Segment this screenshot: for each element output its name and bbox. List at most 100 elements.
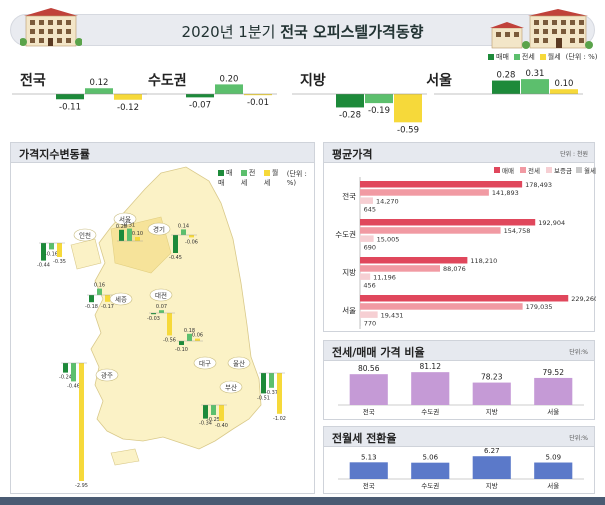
avg-value-label: 19,431 — [381, 311, 404, 319]
conv-panel: 전월세 전환율 단위:% 5.13 전국 5.06 수도권 6.27 지방 5.09 서울 — [323, 426, 595, 494]
avg-value-label: 178,493 — [525, 181, 552, 189]
region-label: 광주 — [101, 372, 113, 380]
map-value-label: -0.56 — [163, 337, 176, 343]
map-value-label: -0.25 — [207, 417, 220, 423]
ratio-svg-bar — [411, 372, 450, 405]
conv-svg-value-label: 5.09 — [545, 454, 561, 462]
avg-value-label: 192,904 — [538, 219, 565, 227]
footer-bar — [0, 497, 605, 505]
ratio-svg-value-label: 78.23 — [481, 373, 503, 382]
summary-chart: 전국 -0.11 0.12 -0.12 수도권 -0.07 0.20 -0.01 지방 -0.28… — [12, 69, 583, 135]
map-value-label: 0.06 — [192, 333, 203, 339]
avg-region-label: 전국 — [342, 191, 356, 201]
avg-value-label: 14,270 — [376, 197, 399, 205]
map-value-label: -0.45 — [169, 255, 182, 261]
map-value-label: -0.17 — [101, 304, 114, 310]
map-bar — [57, 243, 62, 257]
summary-value-label: -0.12 — [117, 103, 139, 113]
ratio-svg-category-label: 수도권 — [421, 408, 439, 416]
avg-bar — [360, 227, 501, 234]
ratio-svg-bar — [349, 374, 388, 405]
region-label: 대전 — [155, 291, 167, 300]
summary-region-label: 지방 — [300, 72, 326, 89]
avg-bar — [360, 243, 361, 251]
mainland-shape — [90, 166, 262, 450]
ratio-panel-unit: 단위:% — [569, 349, 588, 356]
map-legend-jeon — [240, 170, 247, 176]
avg-value-label: 456 — [363, 282, 375, 290]
ratio-svg-bar — [472, 382, 511, 405]
map-value-label: 0.07 — [156, 304, 167, 310]
map-value-label: -0.46 — [67, 383, 80, 389]
avg-panel-title: 평균가격 — [332, 148, 373, 161]
ratio-svg-category-label: 전국 — [363, 407, 375, 416]
map-bar — [79, 363, 84, 481]
map-value-label: -0.24 — [59, 375, 72, 381]
map-bar — [135, 237, 140, 241]
avg-bar — [360, 257, 468, 264]
incheon-shape — [70, 238, 102, 270]
summary-bar — [186, 94, 214, 98]
region-label-bg — [219, 380, 243, 394]
ratio-svg-value-label: 79.52 — [543, 368, 565, 377]
conv-svg-value-label: 5.13 — [361, 453, 377, 461]
avg-value-label: 11,196 — [373, 273, 396, 281]
summary-bar — [550, 89, 578, 94]
summary-region-label: 전국 — [20, 72, 46, 89]
summary-value-label: -0.28 — [339, 110, 361, 120]
ratio-svg-value-label: 81.12 — [420, 362, 442, 371]
conv-svg-value-label: 5.06 — [422, 454, 438, 462]
ratio-svg-bar — [534, 377, 573, 405]
avg-value-label: 690 — [364, 244, 376, 252]
summary-bar — [492, 80, 520, 94]
map-bar — [127, 228, 132, 241]
map-bar — [167, 313, 172, 336]
map-bar — [195, 338, 200, 341]
map-bar — [261, 373, 266, 394]
island-shape — [110, 448, 140, 466]
summary-value-label: 0.31 — [526, 69, 545, 79]
region-label-bg — [193, 356, 217, 370]
map-panel-title: 가격지수변동률 — [19, 148, 90, 161]
summary-bar — [56, 94, 84, 100]
avg-bar — [360, 205, 361, 213]
map-value-label: -0.44 — [37, 263, 50, 269]
avg-bar — [360, 303, 523, 310]
ratio-panel: 전세/매매 가격 비율 단위:% 80.56 전국 81.12 수도권 78.23 지방 79… — [323, 340, 595, 420]
conv-panel-unit: 단위:% — [569, 435, 588, 442]
legend-swatch-jeon — [513, 54, 520, 60]
page-title: 2020년 1분기 전국 오피스텔가격동향 — [181, 23, 424, 41]
avg-legend-wol-swatch — [576, 167, 582, 173]
map-value-label: -0.35 — [53, 259, 66, 265]
avg-panel-unit: 단위 : 천원 — [560, 151, 588, 158]
map-panel: 가격지수변동률 매매 전세 월세 (단위 : %) 서울 경기 인천 세종 대전 대구 광주… — [10, 142, 315, 494]
avg-bar — [360, 219, 536, 226]
region-label: 경기 — [153, 225, 165, 234]
conv-panel-title: 전월세 전환율 — [332, 432, 397, 445]
map-value-label: 0.14 — [178, 223, 189, 229]
map-value-label: -0.51 — [257, 395, 270, 401]
region-label: 서울 — [119, 215, 131, 224]
map-bar — [97, 288, 102, 295]
region-label: 부산 — [225, 383, 237, 392]
summary-value-label: 0.20 — [220, 74, 239, 84]
region-label: 인천 — [79, 231, 91, 240]
conv-svg-bar — [472, 456, 511, 479]
map-bar — [105, 295, 110, 302]
region-label-bg — [149, 288, 173, 302]
avg-legend-wol: 월세 — [584, 166, 596, 175]
legend-swatch-sale — [488, 54, 494, 60]
avg-value-label: 15,005 — [377, 235, 400, 243]
avg-region-label: 지방 — [342, 267, 356, 277]
summary-value-label: -0.59 — [397, 125, 419, 135]
map-value-label: -0.37 — [265, 390, 278, 396]
summary-value-label: -0.01 — [247, 98, 269, 108]
avg-legend-deposit: 보증금 — [554, 167, 572, 175]
conv-svg-category-label: 전국 — [363, 481, 375, 490]
region-label-bg — [113, 212, 137, 226]
map-bar — [49, 243, 54, 250]
map-bar — [181, 229, 186, 235]
avg-legend-jeon: 전세 — [528, 166, 540, 175]
summary-bar — [521, 79, 549, 94]
